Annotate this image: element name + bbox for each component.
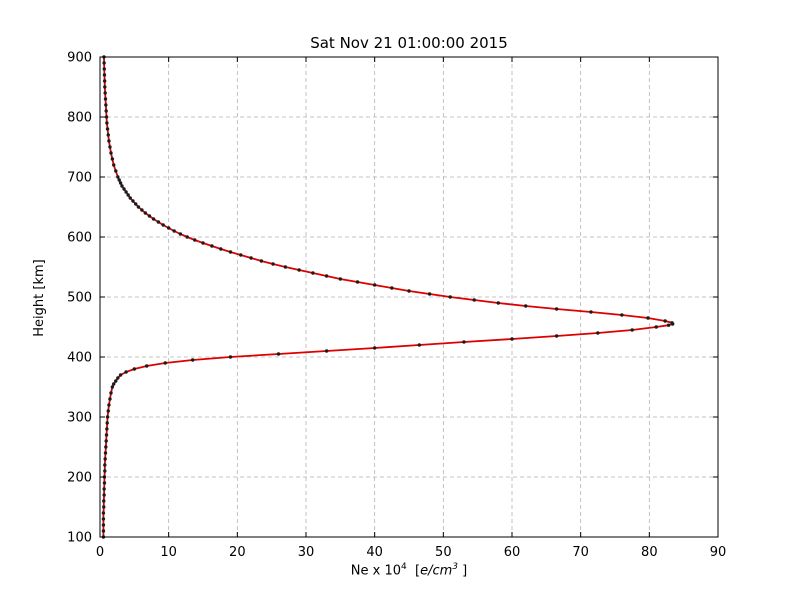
svg-text:20: 20 (229, 545, 246, 560)
grid-lines (99, 56, 719, 538)
svg-text:800: 800 (67, 111, 92, 126)
svg-text:70: 70 (572, 545, 589, 560)
y-tick-labels: 100 200 300 400 500 600 700 800 900 (67, 51, 92, 546)
svg-text:100: 100 (67, 531, 92, 546)
svg-text:500: 500 (67, 291, 92, 306)
axis-ticks (99, 56, 719, 538)
svg-text:200: 200 (67, 471, 92, 486)
x-label-suffix: ] (458, 563, 468, 579)
svg-text:400: 400 (67, 351, 92, 366)
svg-text:0: 0 (96, 545, 104, 560)
x-label-unit-exponent: 3 (452, 562, 459, 572)
x-label-unit: e/cm (420, 563, 453, 579)
svg-text:700: 700 (67, 171, 92, 186)
x-axis-label: Ne x 104 [e/cm3 ] (100, 562, 718, 578)
data-line (102, 56, 674, 537)
y-axis-label: Height [km] (32, 259, 47, 337)
svg-text:900: 900 (67, 51, 92, 66)
chart-title: Sat Nov 21 01:00:00 2015 (310, 34, 508, 52)
x-label-mid: [ (406, 563, 421, 579)
svg-text:90: 90 (710, 545, 727, 560)
svg-text:30: 30 (298, 545, 315, 560)
data-markers (101, 55, 675, 539)
svg-text:600: 600 (67, 231, 92, 246)
svg-text:300: 300 (67, 411, 92, 426)
x-tick-labels: 0 10 20 30 40 50 60 70 80 90 (96, 545, 726, 560)
svg-text:60: 60 (504, 545, 521, 560)
svg-text:50: 50 (435, 545, 452, 560)
x-label-prefix: Ne x 10 (350, 563, 401, 579)
svg-text:10: 10 (160, 545, 177, 560)
svg-text:80: 80 (641, 545, 658, 560)
svg-text:40: 40 (366, 545, 383, 560)
x-label-exponent: 4 (401, 562, 407, 572)
